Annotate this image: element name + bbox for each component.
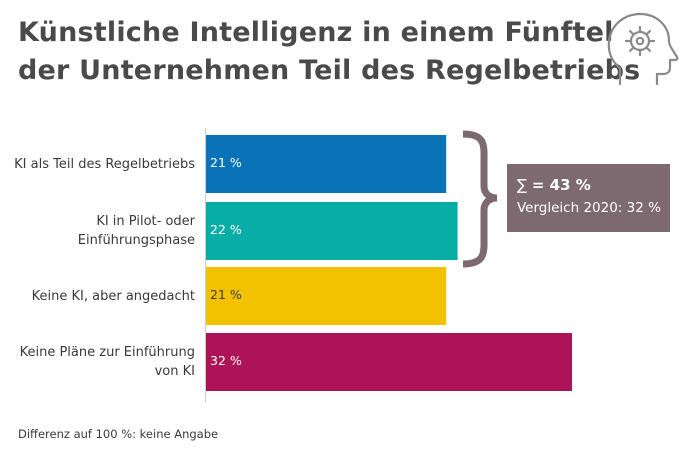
category-label-2: KI in Pilot- oder Einführungsphase bbox=[5, 212, 195, 250]
sum-line: ∑ = 43 % bbox=[517, 175, 670, 195]
bar-3 bbox=[206, 267, 447, 325]
category-label-4-line-1: Keine Pläne zur Einführung bbox=[19, 345, 195, 360]
category-label-1-line-1: KI als Teil des Regelbetriebs bbox=[14, 156, 195, 172]
chart-title: Künstliche Intelligenz in einem Fünftel … bbox=[18, 14, 641, 90]
head-with-gear-icon bbox=[607, 12, 679, 86]
chart-title-line-2: der Unternehmen Teil des Regelbetriebs bbox=[18, 55, 641, 86]
category-label-3: Keine KI, aber angedacht bbox=[5, 287, 195, 306]
bar-value-label-2: 22 % bbox=[210, 222, 242, 237]
bar-2 bbox=[206, 202, 458, 260]
bar-value-label-1: 21 % bbox=[210, 155, 242, 170]
bar-4 bbox=[206, 333, 572, 391]
footnote: Differenz auf 100 %: keine Angabe bbox=[18, 427, 219, 441]
bar-1 bbox=[206, 135, 447, 193]
category-label-3-line-1: Keine KI, aber angedacht bbox=[31, 288, 195, 304]
category-label-2-line-1: KI in Pilot- oder bbox=[96, 214, 195, 229]
chart-title-line-1: Künstliche Intelligenz in einem Fünftel bbox=[18, 17, 614, 48]
category-label-4-line-2: von KI bbox=[154, 364, 195, 379]
category-label-2-line-2: Einführungsphase bbox=[77, 233, 195, 248]
bar-value-label-4: 32 % bbox=[210, 353, 242, 368]
bar-value-label-3: 21 % bbox=[210, 287, 242, 302]
sum-symbol: ∑ bbox=[517, 176, 528, 194]
sum-value: = 43 % bbox=[531, 176, 591, 194]
category-label-1: KI als Teil des Regelbetriebs bbox=[5, 155, 195, 174]
sum-brace bbox=[462, 130, 498, 268]
sum-annotation-box: ∑ = 43 % Vergleich 2020: 32 % bbox=[507, 164, 670, 232]
comparison-text: Vergleich 2020: 32 % bbox=[517, 200, 661, 216]
category-label-4: Keine Pläne zur Einführung von KI bbox=[5, 343, 195, 381]
